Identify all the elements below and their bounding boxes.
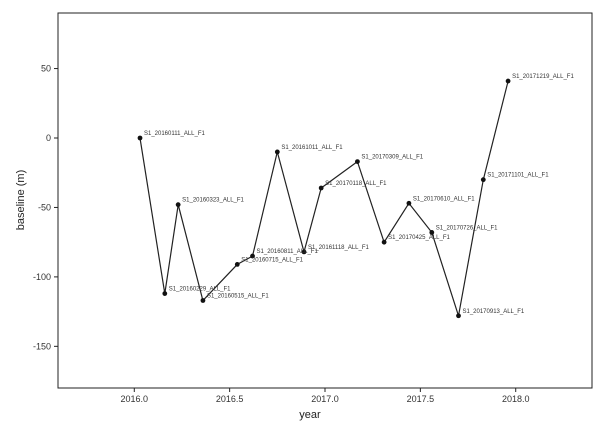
data-point [234, 261, 240, 267]
point-label: S1_20170309_ALL_F1 [361, 155, 423, 161]
point-label: S1_20160715_ALL_F1 [241, 257, 303, 263]
data-point [200, 298, 206, 303]
point-label: S1_20161118_ALL_F1 [308, 245, 369, 251]
data-point [250, 253, 255, 259]
data-point [301, 249, 307, 255]
y-axis: 50 0 -50 -100 -150 [33, 64, 58, 351]
data-point [274, 149, 280, 155]
baseline-series [137, 78, 511, 319]
data-point [505, 78, 511, 84]
y-tick-label: 50 [41, 64, 51, 74]
data-point [355, 159, 360, 165]
x-tick-label: 2017.0 [311, 394, 339, 404]
point-label: S1_20170726_ALL_F1 [436, 225, 498, 231]
point-label: S1_20160229_ALL_F1 [169, 287, 231, 293]
y-axis-title: baseline (m) [15, 170, 27, 231]
point-label: S1_20161011_ALL_F1 [281, 145, 343, 151]
data-point [456, 313, 461, 319]
data-point [429, 230, 435, 235]
series-line [139, 80, 509, 316]
point-label: S1_20171101_ALL_F1 [487, 173, 549, 179]
y-tick-label: 0 [46, 133, 51, 143]
x-tick-label: 2016.0 [121, 394, 149, 404]
x-tick-label: 2017.5 [407, 394, 435, 404]
point-label: S1_20160515_ALL_F1 [207, 294, 269, 300]
point-label: S1_20170610_ALL_F1 [413, 196, 475, 202]
data-point [175, 202, 181, 208]
point-label: S1_20160323_ALL_F1 [182, 198, 244, 204]
y-tick-label: -150 [33, 341, 51, 351]
point-label: S1_20170913_ALL_F1 [463, 309, 525, 315]
data-point [318, 185, 324, 191]
data-point [480, 177, 486, 183]
y-tick-label: -50 [38, 202, 51, 212]
x-axis: 2016.0 2016.5 2017.0 2017.5 2018.0 [121, 388, 530, 404]
point-label: S1_20171219_ALL_F1 [512, 74, 574, 80]
x-tick-label: 2018.0 [502, 394, 530, 404]
x-axis-title: year [299, 409, 321, 421]
plot-area [57, 12, 593, 389]
point-label: S1_20160811_ALL_F1 [257, 249, 319, 255]
x-tick-label: 2016.5 [216, 394, 244, 404]
y-tick-label: -100 [33, 272, 51, 282]
data-point [381, 239, 387, 245]
point-label: S1_20170118_ALL_F1 [325, 181, 387, 187]
point-label: S1_20170425_ALL_F1 [388, 235, 450, 241]
data-point [162, 291, 168, 296]
data-point [137, 135, 143, 141]
point-label: S1_20160111_ALL_F1 [144, 131, 205, 137]
point-labels: S1_20160111_ALL_F1S1_20160229_ALL_F1S1_2… [144, 74, 574, 315]
data-point [406, 200, 412, 206]
